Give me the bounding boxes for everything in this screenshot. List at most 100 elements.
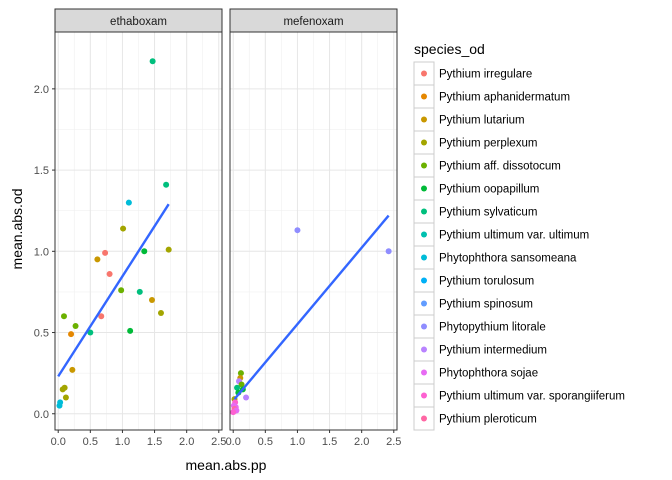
legend-key-point xyxy=(421,300,427,307)
data-point xyxy=(157,310,164,317)
legend-key-point xyxy=(421,392,427,399)
data-point xyxy=(148,297,155,304)
data-point xyxy=(165,246,172,253)
legend-entry: Phytophthora sansomeana xyxy=(413,245,577,270)
data-point xyxy=(127,327,134,334)
data-point xyxy=(68,331,75,338)
x-tick-label: 0.5 xyxy=(258,436,273,448)
x-tick-label: 0.0 xyxy=(51,436,66,448)
legend-label: Phytophthora sansomeana xyxy=(439,253,577,265)
x-tick-label: 2.0 xyxy=(354,436,369,448)
y-tick-label: 2.0 xyxy=(34,84,49,96)
data-point xyxy=(141,248,148,255)
data-point xyxy=(230,409,237,416)
legend-key-point xyxy=(421,254,427,261)
x-tick-label: 2.5 xyxy=(211,436,226,448)
legend-entry: Pythium lutarium xyxy=(413,107,525,132)
data-point xyxy=(234,384,241,391)
data-point xyxy=(125,199,132,206)
x-tick-label: 2.5 xyxy=(386,436,401,448)
legend-key-point xyxy=(421,185,427,192)
legend-entry: Pythium sylvaticum xyxy=(413,199,537,224)
data-point xyxy=(237,370,244,377)
x-axis-title: mean.abs.pp xyxy=(186,457,267,473)
legend-key-point xyxy=(421,277,427,284)
facet-strip-label: mefenoxam xyxy=(283,16,343,28)
data-points xyxy=(56,58,172,409)
legend-label: Pythium intermedium xyxy=(439,345,547,357)
facet-mefenoxam: mefenoxam 0.0 0.5 1.0 1.5 2.0 2.5 xyxy=(226,8,401,448)
legend-entry: Pythium pleroticum xyxy=(413,406,537,431)
legend-label: Phytophthora sojae xyxy=(439,368,538,380)
x-axis: 0.0 0.5 1.0 1.5 2.0 2.5 xyxy=(226,430,401,448)
data-point xyxy=(120,225,127,232)
legend-label: Pythium perplexum xyxy=(439,138,537,150)
legend: species_od Pythium irregulare Pythium aph… xyxy=(413,41,625,431)
x-tick-label: 0.5 xyxy=(83,436,98,448)
facet-ethaboxam: ethaboxam 0.0 0.5 1.0 1.5 2.0 2.5 0.0 0.5 1.0 1.5 2… xyxy=(34,8,226,448)
data-point xyxy=(69,366,76,373)
legend-key-point xyxy=(421,70,427,77)
x-tick-label: 0.0 xyxy=(226,436,241,448)
panel-border xyxy=(229,31,398,431)
legend-entry: Phytopythium litorale xyxy=(413,314,546,339)
legend-entry: Phytophthora sojae xyxy=(413,360,538,385)
legend-label: Pythium ultimum var. sporangiiferum xyxy=(439,391,625,403)
legend-entry: Pythium ultimum var. ultimum xyxy=(413,222,589,247)
legend-entry: Pythium oopapillum xyxy=(413,176,539,201)
x-tick-label: 1.5 xyxy=(322,436,337,448)
y-tick-label: 0.5 xyxy=(34,328,49,340)
legend-key-point xyxy=(421,208,427,215)
data-point xyxy=(243,394,250,401)
data-point xyxy=(59,386,66,393)
trend-line xyxy=(233,214,390,400)
legend-entry: Pythium irregulare xyxy=(413,61,532,86)
x-tick-label: 1.5 xyxy=(147,436,162,448)
legend-label: Pythium aff. dissotocum xyxy=(439,161,561,173)
data-point xyxy=(72,323,79,330)
legend-key-point xyxy=(421,346,427,353)
x-tick-label: 2.0 xyxy=(179,436,194,448)
data-point xyxy=(118,287,125,294)
legend-entry: Pythium spinosum xyxy=(413,291,533,316)
legend-key-point xyxy=(421,415,427,422)
legend-key-point xyxy=(421,116,427,123)
legend-key-point xyxy=(421,93,427,100)
legend-label: Phytopythium litorale xyxy=(439,322,546,334)
x-tick-label: 1.0 xyxy=(115,436,130,448)
legend-key-point xyxy=(421,323,427,330)
panel-border xyxy=(54,31,223,431)
data-point xyxy=(98,313,105,320)
data-point xyxy=(238,381,245,388)
data-point xyxy=(163,181,170,188)
legend-label: Pythium pleroticum xyxy=(439,414,537,426)
legend-key-point xyxy=(421,162,427,169)
facet-strip-label: ethaboxam xyxy=(110,16,167,28)
legend-entry: Pythium intermedium xyxy=(413,337,547,362)
data-point xyxy=(94,256,101,263)
trend-line xyxy=(57,203,170,378)
data-point xyxy=(294,227,301,234)
data-point xyxy=(56,402,63,409)
legend-entry: Pythium torulosum xyxy=(413,268,534,293)
legend-label: Pythium spinosum xyxy=(439,299,533,311)
y-axis: 0.0 0.5 1.0 1.5 2.0 xyxy=(34,84,55,421)
legend-label: Pythium irregulare xyxy=(439,69,532,81)
legend-label: Pythium aphanidermatum xyxy=(439,92,570,104)
legend-key-point xyxy=(421,231,427,238)
data-point xyxy=(385,248,392,255)
legend-label: Pythium torulosum xyxy=(439,276,534,288)
legend-label: Pythium lutarium xyxy=(439,115,525,127)
data-point xyxy=(62,394,69,401)
legend-label: Pythium oopapillum xyxy=(439,184,539,196)
legend-key-point xyxy=(421,369,427,376)
y-tick-label: 1.0 xyxy=(34,246,49,258)
legend-key-point xyxy=(421,139,427,146)
data-point xyxy=(60,313,67,320)
legend-title: species_od xyxy=(414,41,485,57)
data-point xyxy=(87,329,94,336)
legend-entry: Pythium ultimum var. sporangiiferum xyxy=(413,383,625,408)
x-axis: 0.0 0.5 1.0 1.5 2.0 2.5 xyxy=(51,430,226,448)
data-point xyxy=(149,58,156,65)
